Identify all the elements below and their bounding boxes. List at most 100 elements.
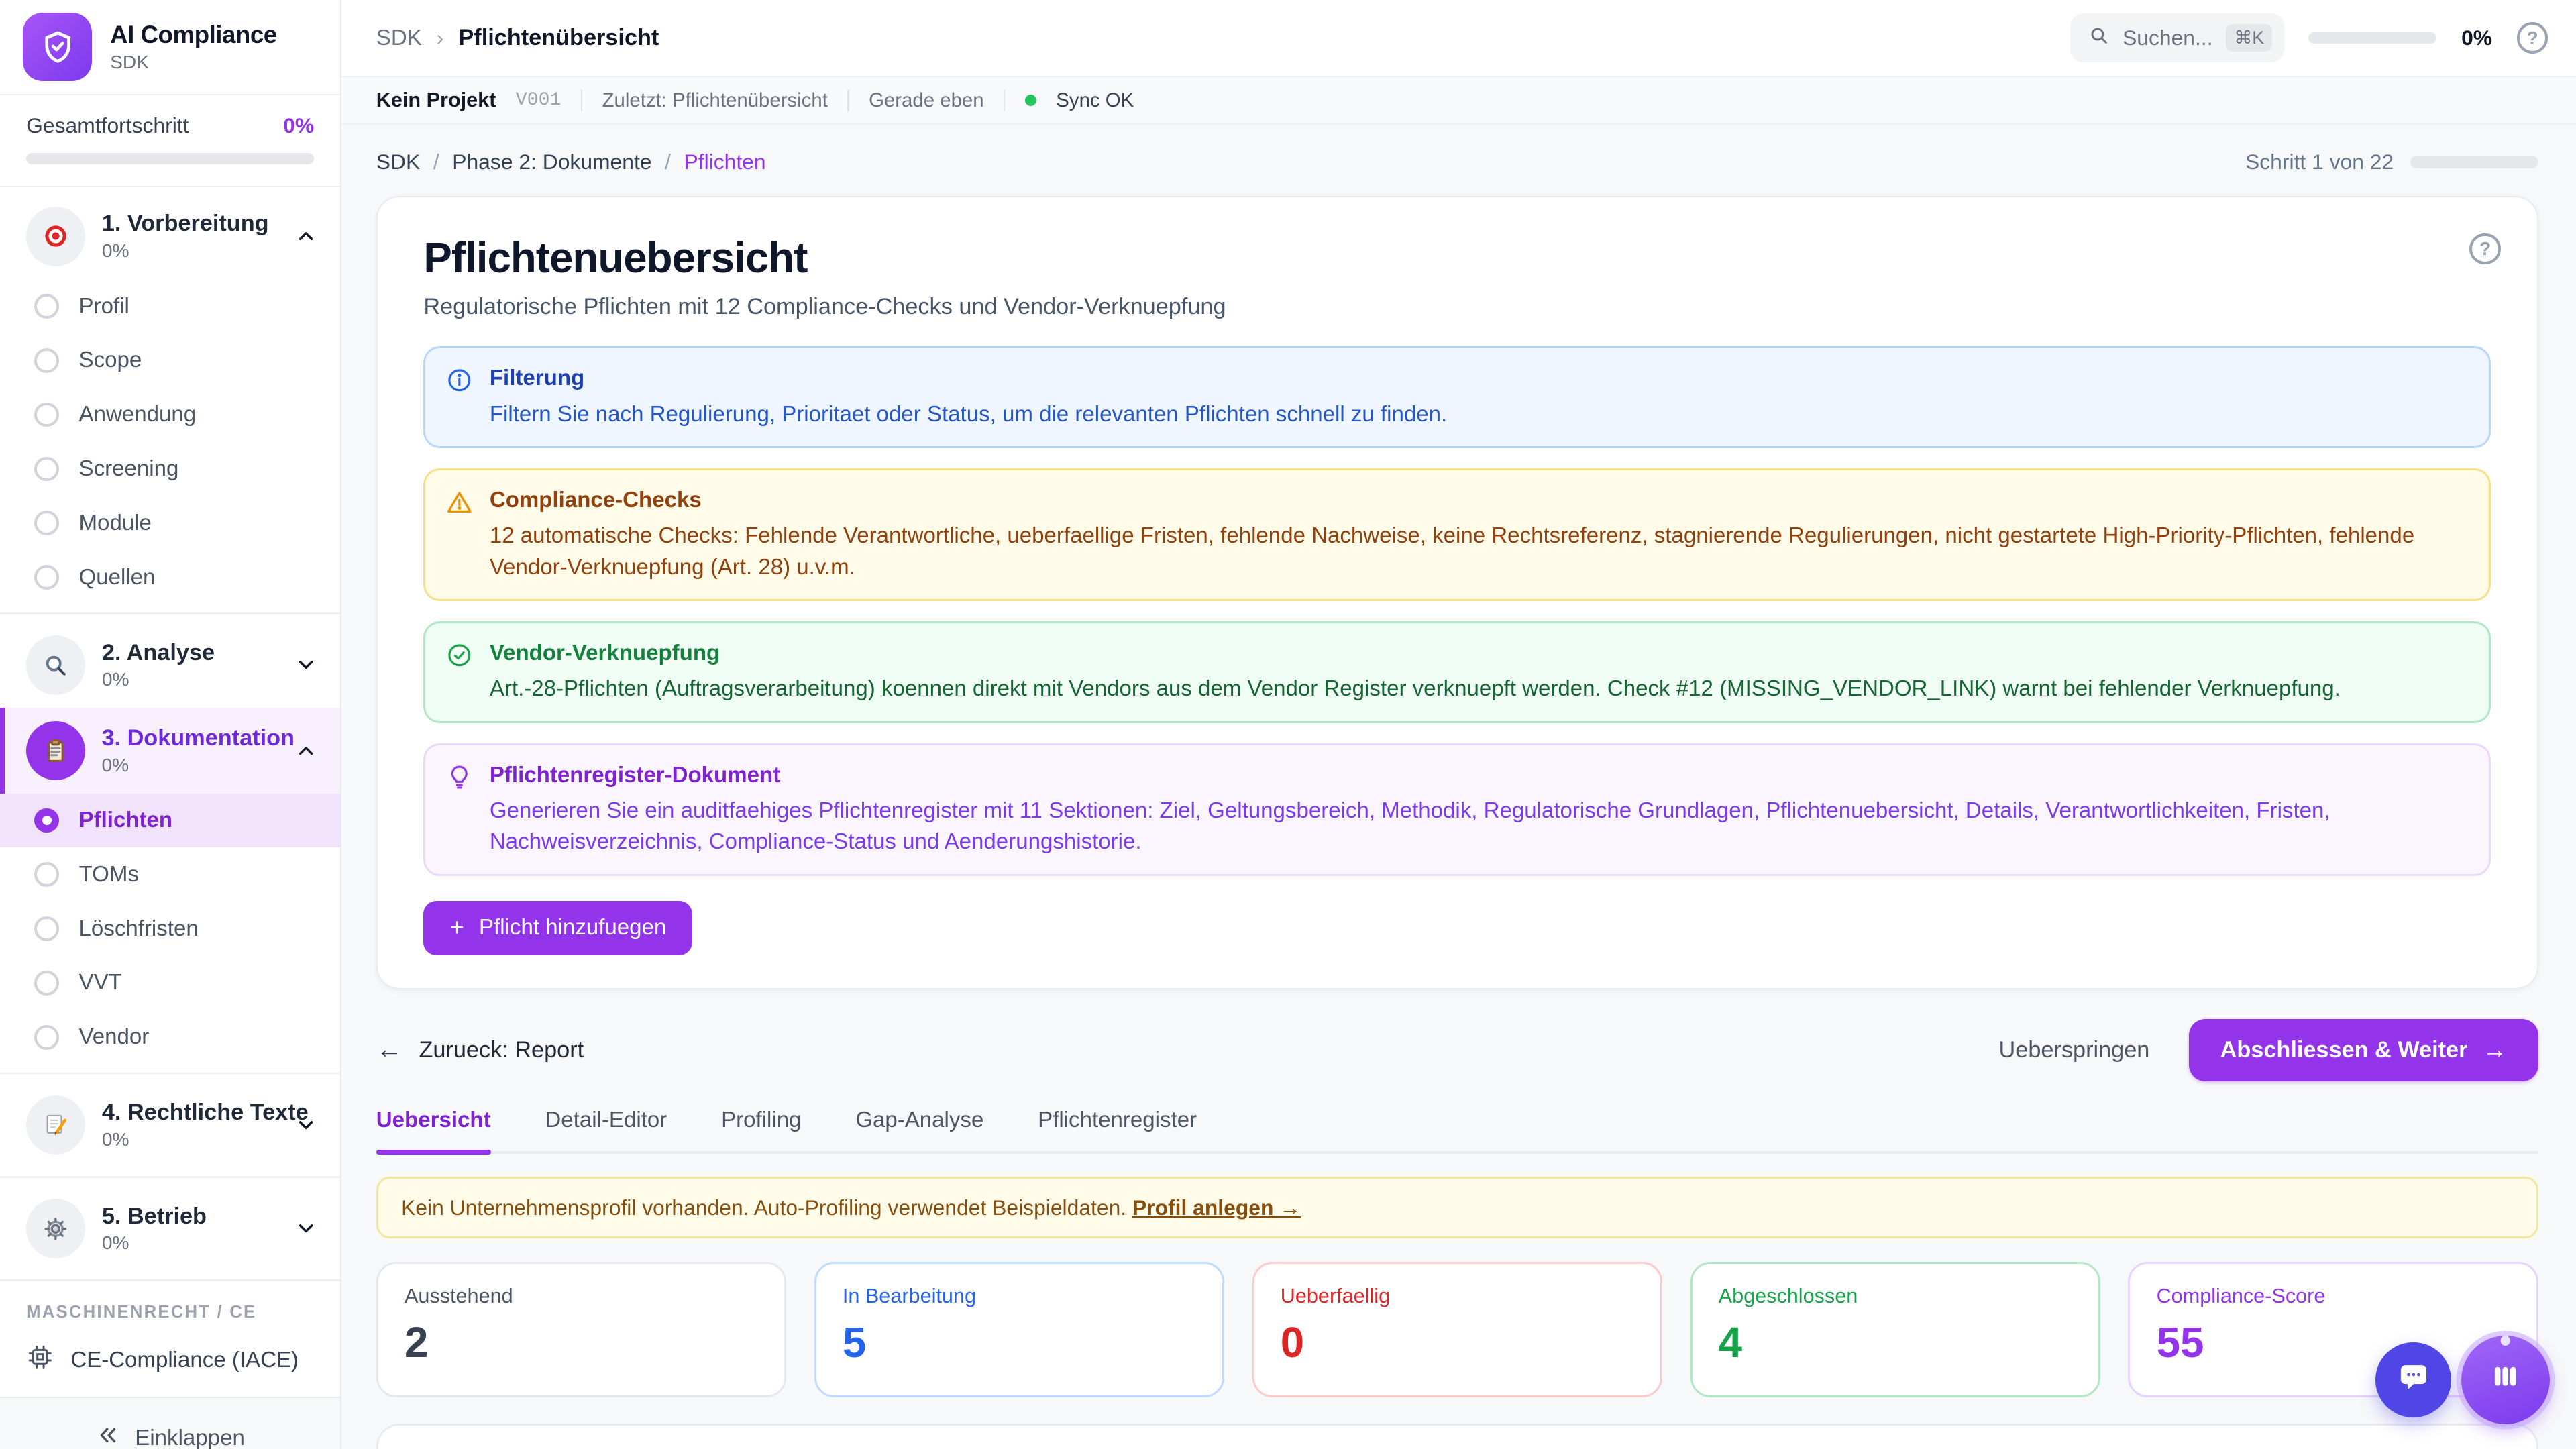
search-input[interactable]: Suchen... ⌘K — [2070, 13, 2284, 63]
skip-button[interactable]: Ueberspringen — [1998, 1036, 2150, 1063]
chevron-down-icon — [294, 1217, 317, 1240]
stat-label: Ueberfaellig — [1280, 1285, 1391, 1308]
top-header: SDK › Pflichtenübersicht Suchen... ⌘K 0%… — [341, 0, 2576, 78]
tab-detail-editor[interactable]: Detail-Editor — [545, 1108, 667, 1133]
complete-next-button[interactable]: Abschliessen & Weiter → — [2189, 1018, 2538, 1081]
last-saved-time: Gerade eben — [869, 89, 984, 111]
last-step-label: Zuletzt: Pflichtenübersicht — [602, 89, 828, 111]
wizard-actions: ← Zurueck: Report Ueberspringen Abschlie… — [376, 1018, 2538, 1081]
sidebar-section-dokumentation[interactable]: 3. Dokumentation 0% — [0, 708, 341, 794]
sidebar-item-toms[interactable]: TOMs — [0, 847, 340, 902]
create-profile-link[interactable]: Profil anlegen → — [1132, 1195, 1301, 1220]
sidebar-footer: Einklappen Exportieren — [0, 1397, 341, 1449]
sidebar-item-label: Löschfristen — [78, 916, 199, 941]
memo-pencil-icon — [26, 1095, 86, 1155]
search-icon — [2088, 25, 2110, 52]
section-progress: 0% — [101, 754, 129, 775]
radio-icon — [34, 1024, 60, 1050]
sidebar-item-anwendung[interactable]: Anwendung — [0, 388, 340, 442]
radio-icon — [34, 862, 60, 888]
stat-label: In Bearbeitung — [842, 1285, 976, 1308]
sidebar-item-label: Anwendung — [78, 402, 197, 427]
breadcrumb-root[interactable]: SDK — [376, 149, 421, 174]
breadcrumb-current: Pflichten — [684, 149, 766, 174]
stat-value: 0 — [1280, 1319, 1305, 1367]
radio-icon — [34, 971, 60, 996]
stat-value: 4 — [1718, 1319, 1743, 1367]
section-progress: 0% — [101, 240, 129, 262]
chat-button[interactable] — [2375, 1342, 2451, 1418]
breadcrumb-phase[interactable]: Phase 2: Dokumente — [452, 149, 652, 174]
next-section-card — [376, 1423, 2538, 1449]
tab-profiling[interactable]: Profiling — [721, 1108, 802, 1133]
sidebar-item-label: TOMs — [78, 861, 139, 887]
sidebar-item-label: Screening — [78, 455, 179, 481]
sidebar-item-label: CE-Compliance (IACE) — [70, 1347, 299, 1373]
radio-icon — [34, 347, 60, 373]
note-body: Generieren Sie ein auditfaehiges Pflicht… — [489, 798, 2330, 855]
divider — [580, 89, 583, 111]
tab-pflichtenregister[interactable]: Pflichtenregister — [1038, 1108, 1197, 1133]
overall-progress-label: Gesamtfortschritt — [26, 113, 189, 138]
stat-value: 5 — [842, 1319, 867, 1367]
sidebar-item-label: Quellen — [78, 564, 156, 590]
card-help-icon[interactable]: ? — [2469, 233, 2501, 265]
status-bar: Kein Projekt V001 Zuletzt: Pflichtenüber… — [341, 77, 2576, 125]
sidebar-item-vvt[interactable]: VVT — [0, 956, 340, 1010]
section-title: 4. Rechtliche Texte — [101, 1099, 309, 1126]
chevron-down-icon — [294, 653, 317, 676]
stat-label: Abgeschlossen — [1718, 1285, 1858, 1308]
machine-section-label: MASCHINENRECHT / CE — [26, 1302, 257, 1322]
stat-label: Ausstehend — [404, 1285, 513, 1308]
stats-row: Ausstehend 2 In Bearbeitung 5 Ueberfaell… — [376, 1261, 2538, 1397]
sidebar-item-quellen[interactable]: Quellen — [0, 550, 340, 604]
sidebar-section-vorbereitung[interactable]: 1. Vorbereitung 0% — [0, 194, 340, 279]
profile-warning-banner: Kein Unternehmensprofil vorhanden. Auto-… — [376, 1177, 2538, 1239]
tab-uebersicht[interactable]: Uebersicht — [376, 1108, 491, 1154]
sidebar-item-pflichten[interactable]: Pflichten — [0, 793, 341, 848]
sidebar-item-vendor[interactable]: Vendor — [0, 1010, 340, 1065]
section-progress: 0% — [101, 1232, 129, 1254]
sidebar-section-betrieb[interactable]: 5. Betrieb 0% — [0, 1186, 340, 1271]
chevron-right-icon: › — [436, 25, 444, 50]
collapse-label: Einklappen — [135, 1426, 245, 1449]
info-icon — [445, 366, 474, 430]
sidebar-item-loeschfristen[interactable]: Löschfristen — [0, 902, 340, 956]
tab-gap-analyse[interactable]: Gap-Analyse — [855, 1108, 984, 1133]
sidebar-section-analyse[interactable]: 2. Analyse 0% — [0, 623, 340, 708]
board-view-button[interactable] — [2461, 1336, 2550, 1425]
app-title: AI Compliance — [110, 20, 277, 48]
page-subtitle: Regulatorische Pflichten mit 12 Complian… — [423, 293, 1226, 319]
project-name: Kein Projekt — [376, 89, 496, 112]
arrow-right-icon: → — [2482, 1036, 2508, 1064]
step-progress-bar — [2410, 155, 2538, 169]
keyboard-shortcut-badge: ⌘K — [2226, 24, 2273, 52]
chevron-up-icon — [294, 739, 317, 762]
breadcrumb-root[interactable]: SDK — [376, 25, 422, 50]
double-chevron-left-icon — [96, 1423, 121, 1449]
note-pflichtenregister-dokument: Pflichtenregister-Dokument Generieren Si… — [423, 743, 2491, 877]
chat-bubble-icon — [2396, 1358, 2432, 1401]
back-link[interactable]: ← Zurueck: Report — [376, 1035, 584, 1065]
sidebar-item-scope[interactable]: Scope — [0, 333, 340, 388]
help-icon[interactable]: ? — [2516, 22, 2548, 54]
gear-icon — [26, 1199, 86, 1258]
add-pflicht-button[interactable]: + Pflicht hinzufuegen — [423, 900, 693, 955]
sidebar-section-rechtliche-texte[interactable]: 4. Rechtliche Texte 0% — [0, 1083, 340, 1168]
wizard-card: ? Pflichtenuebersicht Regulatorische Pfl… — [376, 195, 2538, 989]
sync-status-label: Sync OK — [1056, 89, 1134, 111]
sidebar-item-module[interactable]: Module — [0, 496, 340, 550]
collapse-sidebar-button[interactable]: Einklappen — [96, 1423, 245, 1449]
divider — [847, 89, 849, 111]
overall-progress: Gesamtfortschritt 0% — [0, 95, 341, 187]
sidebar-item-profil[interactable]: Profil — [0, 279, 340, 333]
radio-icon — [34, 511, 60, 536]
note-body: 12 automatische Checks: Fehlende Verantw… — [489, 523, 2415, 580]
app-logo-row: AI Compliance SDK — [0, 0, 341, 96]
page-breadcrumb: SDK / Phase 2: Dokumente / Pflichten — [376, 150, 766, 174]
stat-value: 2 — [404, 1319, 429, 1367]
sidebar-item-ce-compliance[interactable]: CE-Compliance (IACE) — [0, 1335, 340, 1397]
search-placeholder: Suchen... — [2123, 25, 2213, 50]
sidebar-item-label: Pflichten — [78, 807, 173, 833]
sidebar-item-screening[interactable]: Screening — [0, 442, 340, 496]
